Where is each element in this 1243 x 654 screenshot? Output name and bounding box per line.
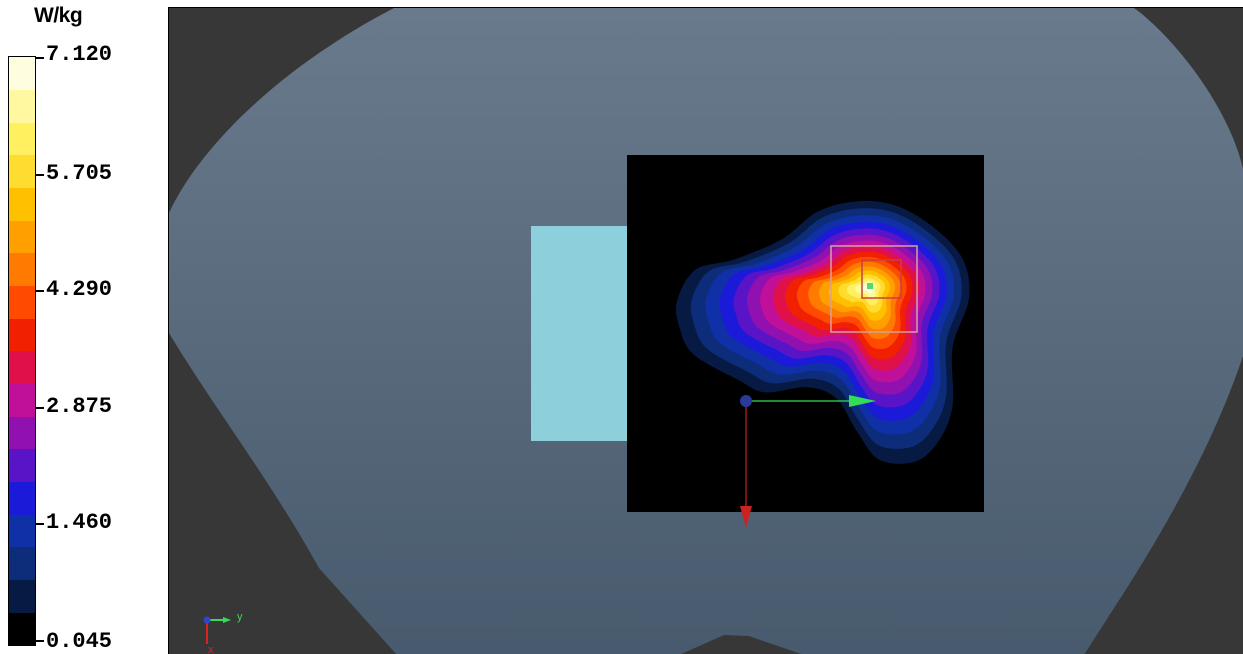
colorbar-segment — [9, 318, 35, 352]
scene-svg: y x — [169, 8, 1243, 654]
triad-y-arrow-icon — [223, 617, 231, 623]
peak-location-marker — [867, 283, 873, 289]
colorbar-segment — [9, 122, 35, 156]
colorbar-tick-label: 5.705 — [46, 161, 113, 186]
colorbar-tick — [36, 640, 44, 642]
colorbar-segment — [9, 383, 35, 417]
colorbar-segment — [9, 351, 35, 385]
colorbar-tick-label: 7.120 — [46, 42, 113, 67]
colorbar-tick — [36, 407, 44, 409]
colorbar-tick-label: 1.460 — [46, 510, 113, 535]
antenna-block — [531, 226, 628, 441]
colorbar-segment — [9, 89, 35, 123]
colorbar-segment — [9, 253, 35, 287]
colorbar-segment — [9, 57, 35, 91]
colorbar-segment — [9, 449, 35, 483]
triad-y-label: y — [237, 611, 243, 623]
colorbar-legend: W/kg 7.120 5.705 4.290 2.875 1.460 0.045 — [0, 0, 168, 654]
colorbar-tick — [36, 174, 44, 176]
orientation-triad: y x — [203, 611, 243, 654]
colorbar-tick — [36, 290, 44, 292]
device-x-axis-arrow-icon — [740, 506, 752, 528]
colorbar-tick-label: 0.045 — [46, 629, 113, 654]
legend-unit-label: W/kg — [34, 4, 83, 27]
colorbar-segment — [9, 514, 35, 548]
device-origin-icon — [740, 395, 752, 407]
zoom-scan-outer-box — [830, 245, 918, 333]
colorbar-tick — [36, 57, 44, 59]
colorbar-segment — [9, 547, 35, 581]
colorbar — [8, 56, 36, 646]
colorbar-segment — [9, 220, 35, 254]
colorbar-tick — [36, 523, 44, 525]
zoom-scan-inner-box — [861, 259, 902, 299]
colorbar-segment — [9, 612, 35, 646]
colorbar-tick-label: 2.875 — [46, 394, 113, 419]
colorbar-segment — [9, 481, 35, 515]
colorbar-segment — [9, 579, 35, 613]
colorbar-segment — [9, 187, 35, 221]
colorbar-segment — [9, 416, 35, 450]
colorbar-tick-label: 4.290 — [46, 277, 113, 302]
device-y-axis-arrow-icon — [849, 395, 876, 407]
triad-origin-icon — [203, 616, 211, 624]
colorbar-segment — [9, 155, 35, 189]
sar-contours — [675, 200, 970, 464]
triad-x-label: x — [208, 644, 214, 654]
3d-viewport[interactable]: y x — [168, 7, 1243, 654]
colorbar-segment — [9, 285, 35, 319]
